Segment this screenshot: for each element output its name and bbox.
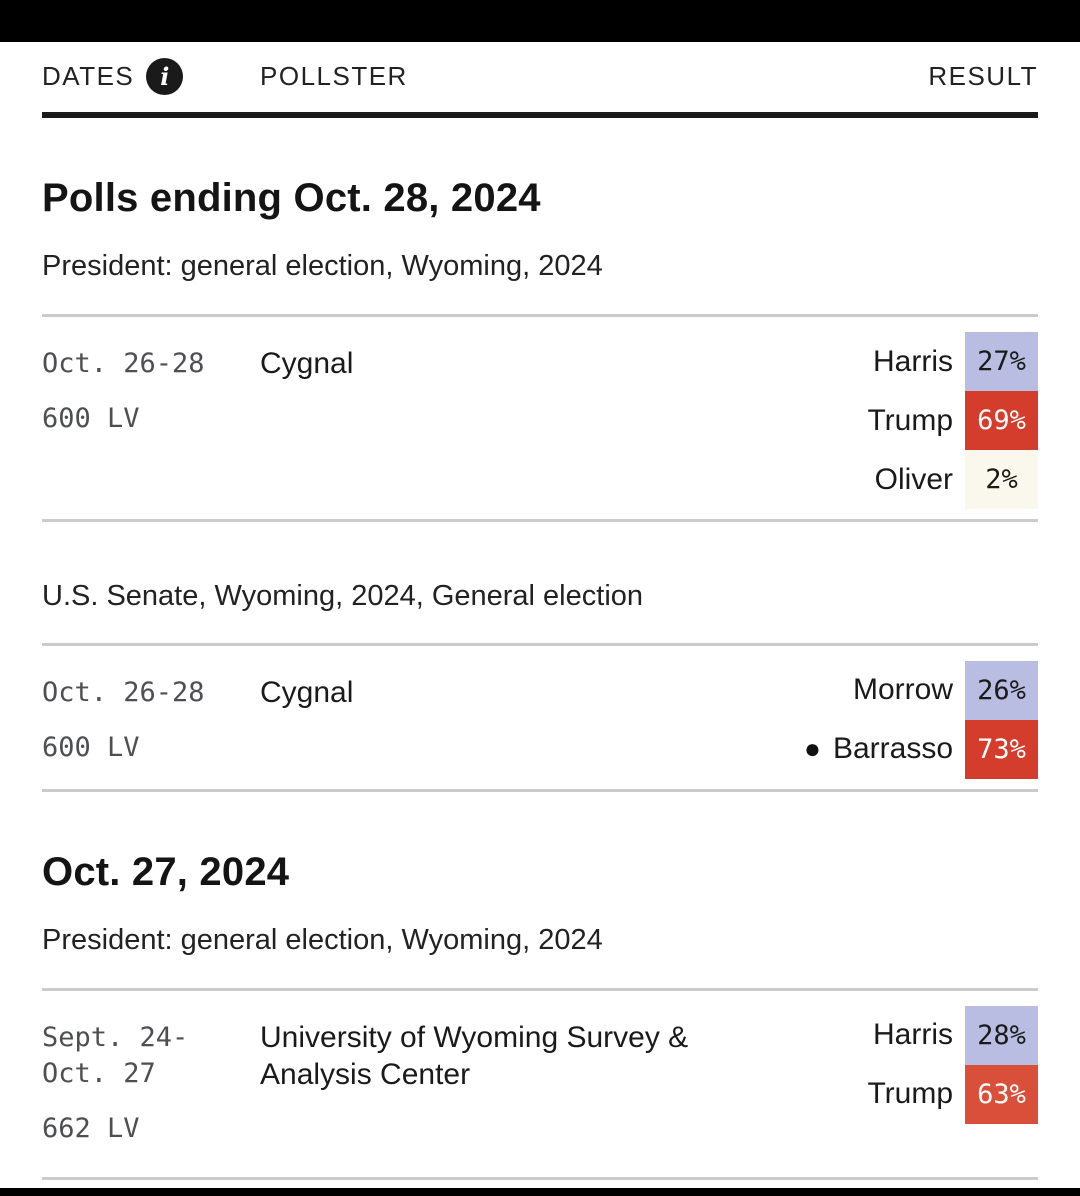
result-row: Trump 69% [867, 391, 1038, 451]
poll-results: Harris 27% Trump 69% Oliver 2% [867, 332, 1038, 510]
result-row: Harris 27% [867, 332, 1038, 392]
group-title-oct28: Polls ending Oct. 28, 2024 [42, 176, 541, 220]
poll-sample-size: 662 LV [42, 1112, 140, 1144]
race-title-senate: U.S. Senate, Wyoming, 2024, General elec… [42, 580, 644, 613]
poll-date-range: Oct. 26-28 [42, 676, 205, 708]
candidate-name: Harris [873, 1018, 953, 1052]
poll-dates: Oct. 26-28 600 LV [42, 332, 260, 509]
top-black-bar [0, 0, 1080, 42]
divider [42, 642, 1038, 646]
bottom-black-bar [0, 1188, 1080, 1196]
divider [42, 314, 1038, 318]
poll-row-uwyo-president: Sept. 24- Oct. 27 662 LV University of W… [42, 991, 1038, 1177]
result-header-label: RESULT [928, 60, 1038, 91]
divider [42, 788, 1038, 792]
result-badge: 2% [965, 450, 1038, 510]
header-rule [42, 112, 1038, 118]
result-badge: 26% [965, 660, 1038, 720]
race-title-president-2: President: general election, Wyoming, 20… [42, 923, 603, 956]
polls-list-page: DATES i POLLSTER RESULT Polls ending Oct… [0, 42, 1080, 1188]
result-row: ● Barrasso 73% [804, 719, 1038, 779]
poll-results: Morrow 26% ● Barrasso 73% [804, 660, 1038, 779]
result-badge: 63% [965, 1064, 1038, 1124]
poll-results: Harris 28% Trump 63% [867, 1005, 1038, 1147]
table-header: DATES i POLLSTER RESULT [42, 42, 1038, 98]
poll-date-range-line1: Sept. 24- [42, 1021, 189, 1053]
dates-column-header: DATES i [42, 57, 260, 95]
result-row: Harris 28% [867, 1005, 1038, 1065]
divider [42, 519, 1038, 523]
result-row: Trump 63% [867, 1064, 1038, 1124]
result-badge: 27% [965, 332, 1038, 392]
candidate-name: Morrow [852, 673, 953, 706]
divider [42, 1176, 1038, 1180]
poll-date-range: Oct. 26-28 [42, 348, 205, 380]
incumbent-dot-icon: ● [804, 733, 821, 764]
result-badge: 73% [965, 719, 1038, 779]
info-icon[interactable]: i [146, 57, 184, 95]
candidate-name: Oliver [874, 462, 953, 496]
poll-sample-size: 600 LV [42, 403, 140, 435]
poll-row-cygnal-president: Oct. 26-28 600 LV Cygnal Harris 27% Trum… [42, 317, 1038, 519]
result-row: Morrow 26% [804, 660, 1038, 720]
poll-dates: Sept. 24- Oct. 27 662 LV [42, 1006, 260, 1147]
candidate-name: Barrasso [832, 732, 953, 765]
candidate-name: Harris [873, 344, 953, 378]
race-title-president-1: President: general election, Wyoming, 20… [42, 250, 603, 282]
poll-dates: Oct. 26-28 600 LV [42, 661, 260, 779]
dates-header-label: DATES [42, 60, 135, 91]
pollster-name[interactable]: University of Wyoming Survey & Analysis … [260, 1020, 689, 1091]
candidate-name: Trump [867, 403, 953, 437]
result-badge: 28% [965, 1005, 1038, 1065]
result-badge: 69% [965, 391, 1038, 451]
pollster-name[interactable]: Cygnal [260, 675, 354, 709]
poll-row-cygnal-senate: Oct. 26-28 600 LV Cygnal Morrow 26% ● Ba… [42, 646, 1038, 789]
candidate-name: Trump [867, 1077, 953, 1111]
pollster-header-label: POLLSTER [260, 60, 408, 91]
divider [42, 987, 1038, 991]
pollster-name[interactable]: Cygnal [260, 347, 354, 381]
result-row: Oliver 2% [867, 450, 1038, 510]
poll-sample-size: 600 LV [42, 731, 140, 763]
poll-date-range-line2: Oct. 27 [42, 1057, 156, 1089]
group-title-oct27: Oct. 27, 2024 [42, 849, 290, 894]
